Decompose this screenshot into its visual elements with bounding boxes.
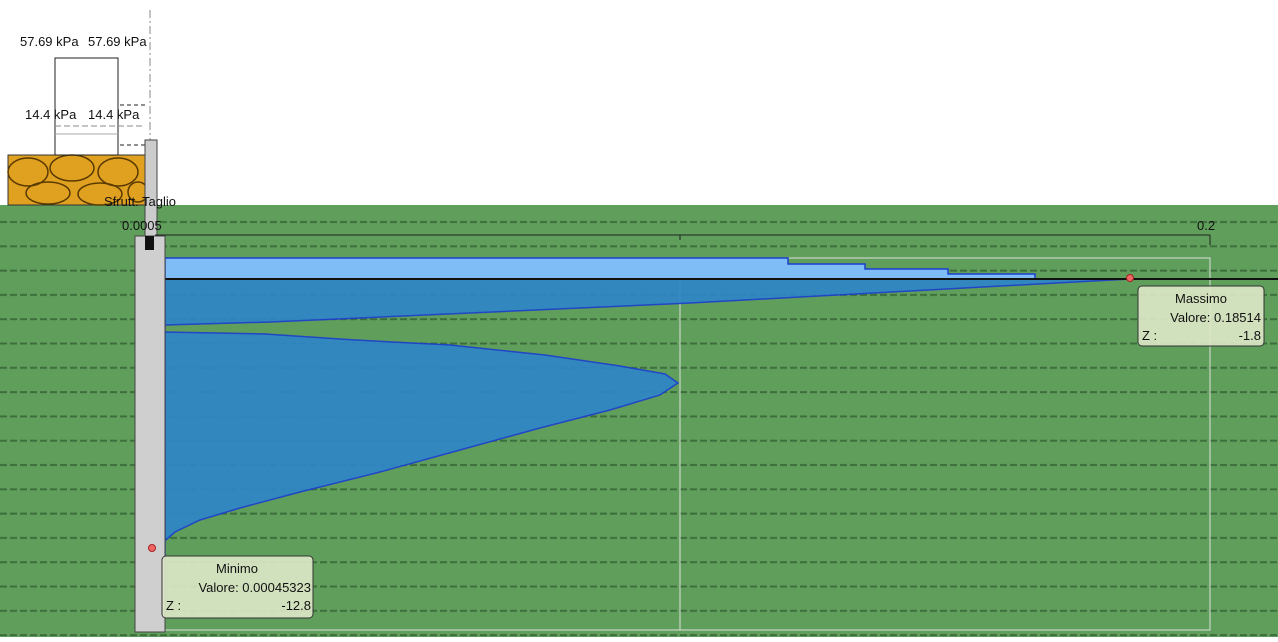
- diagram-title: Sfrutt. Taglio: [104, 194, 176, 209]
- wall-marker: [145, 236, 154, 250]
- shear-profile: [151, 278, 1131, 611]
- box-value: Valore: 0.18514: [1170, 310, 1261, 325]
- box-z-label: Z :: [166, 598, 181, 613]
- min-point: [148, 544, 156, 552]
- wall: [134, 235, 166, 633]
- axis-label: 0.2: [1197, 218, 1215, 233]
- axis-label: 0.0005: [122, 218, 162, 233]
- min-box: Minimo Valore: 0.00045323 Z : -12.8: [161, 555, 314, 619]
- box-title: Massimo: [1175, 291, 1227, 306]
- box-z-value: -1.8: [1239, 328, 1261, 343]
- max-box: Massimo Valore: 0.18514 Z : -1.8: [1137, 285, 1265, 347]
- loads: [54, 57, 145, 156]
- box-title: Minimo: [216, 561, 258, 576]
- box-z-label: Z :: [1142, 328, 1157, 343]
- load-label: 57.69 kPa: [20, 34, 79, 49]
- box-z-value: -12.8: [281, 598, 311, 613]
- load-label: 57.69 kPa: [88, 34, 147, 49]
- load-label: 14.4 kPa: [25, 107, 77, 122]
- box-value: Valore: 0.00045323: [198, 580, 311, 595]
- load-label: 14.4 kPa: [88, 107, 140, 122]
- max-point: [1126, 274, 1134, 282]
